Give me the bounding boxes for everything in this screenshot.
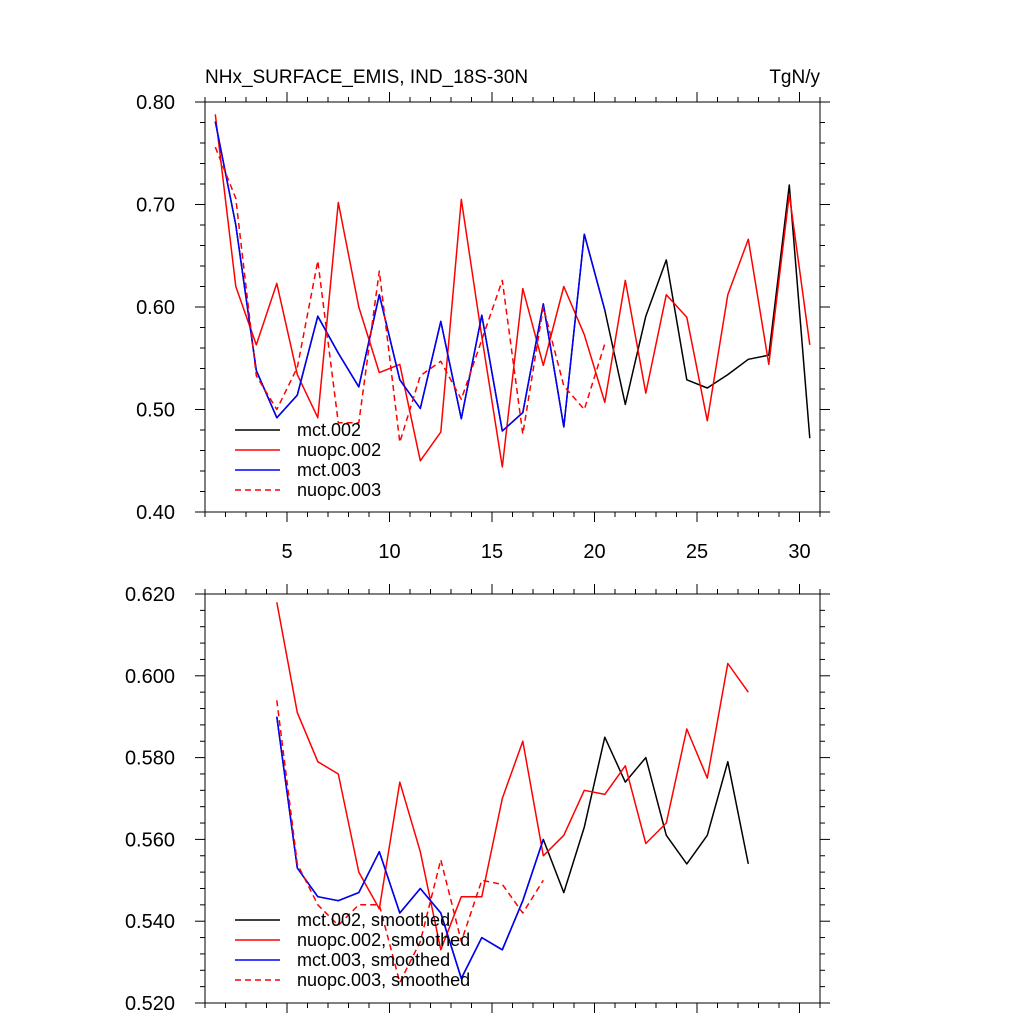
x-tick-label: 15 bbox=[481, 541, 503, 563]
y-tick-label: 0.70 bbox=[136, 195, 175, 217]
y-tick-label: 0.620 bbox=[125, 584, 175, 606]
series-line-nuopc-002-smoothed bbox=[276, 602, 749, 951]
series-line-mct-003 bbox=[214, 121, 606, 432]
chart-units: TgN/y bbox=[769, 67, 820, 88]
series-line-nuopc-003 bbox=[214, 146, 606, 444]
legend-label: mct.003 bbox=[297, 460, 361, 480]
legend-label: mct.003, smoothed bbox=[297, 950, 450, 970]
legend-label: nuopc.002 bbox=[297, 440, 381, 460]
legend-label: nuopc.003 bbox=[297, 480, 381, 500]
legend-label: mct.002, smoothed bbox=[297, 910, 450, 930]
top-panel: NHx_SURFACE_EMIS, IND_18S-30N TgN/y 5 10 1… bbox=[136, 67, 830, 563]
y-tick-label: 0.560 bbox=[125, 829, 175, 851]
y-tick-label: 0.580 bbox=[125, 748, 175, 770]
x-tick-label: 10 bbox=[378, 541, 400, 563]
x-tick-label: 30 bbox=[788, 541, 810, 563]
series-line-nuopc-003-smoothed bbox=[276, 700, 544, 984]
y-tick-label: 0.80 bbox=[136, 92, 175, 114]
series-line-mct-003-smoothed bbox=[276, 716, 545, 980]
y-tick-label: 0.50 bbox=[136, 400, 175, 422]
legend-label: nuopc.003, smoothed bbox=[297, 970, 470, 990]
legend-label: mct.002 bbox=[297, 420, 361, 440]
x-tick-label: 20 bbox=[583, 541, 605, 563]
y-tick-label: 0.600 bbox=[125, 666, 175, 688]
legend-label: nuopc.002, smoothed bbox=[297, 930, 470, 950]
chart-title: NHx_SURFACE_EMIS, IND_18S-30N bbox=[205, 67, 528, 88]
y-tick-label: 0.40 bbox=[136, 502, 175, 524]
y-tick-label: 0.520 bbox=[125, 993, 175, 1015]
x-tick-label: 5 bbox=[281, 541, 292, 563]
y-tick-label: 0.60 bbox=[136, 297, 175, 319]
y-tick-label: 0.540 bbox=[125, 911, 175, 933]
bottom-panel: 0.520 0.540 0.560 0.580 0.600 0.620 mct.002, s… bbox=[125, 584, 830, 1015]
series-line-nuopc-002 bbox=[214, 114, 811, 468]
x-tick-label: 25 bbox=[686, 541, 708, 563]
